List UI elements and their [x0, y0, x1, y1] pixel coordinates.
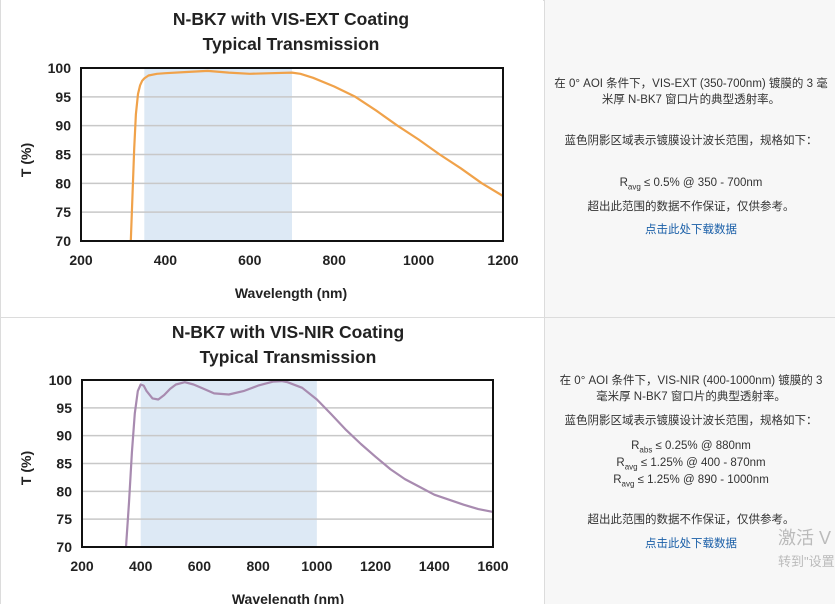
y-tick-label: 80 [55, 175, 71, 191]
table-row: N-BK7 with VIS-NIR Coating Typical Trans… [0, 318, 835, 607]
download-data-link[interactable]: 点击此处下载数据 [645, 538, 737, 550]
x-tick-label: 1200 [360, 558, 391, 574]
x-tick-label: 600 [188, 558, 212, 574]
download-data-link[interactable]: 点击此处下载数据 [645, 224, 737, 236]
y-tick-label: 70 [55, 233, 71, 249]
chart-title-line1: N-BK7 with VIS-EXT Coating [173, 9, 409, 29]
y-tick-label: 95 [56, 400, 72, 416]
chart-title-line1: N-BK7 with VIS-NIR Coating [172, 322, 404, 342]
x-axis-label: Wavelength (nm) [232, 591, 344, 604]
y-tick-label: 100 [48, 60, 72, 76]
disclaimer-text: 超出此范围的数据不作保证，仅供参考。 [587, 201, 795, 213]
x-tick-label: 1400 [419, 558, 450, 574]
col-divider-left [0, 0, 1, 604]
y-axis-label: T (%) [18, 143, 34, 177]
activation-watermark-subtitle: 转到"设置 [778, 554, 835, 569]
y-tick-label: 75 [56, 511, 72, 527]
x-tick-label: 1600 [477, 558, 508, 574]
plot-frame [80, 67, 504, 242]
description-cell: 在 0° AOI 条件下，VIS-EXT (350-700nm) 镀膜的 3 毫… [545, 0, 835, 317]
y-tick-label: 90 [55, 118, 71, 134]
y-tick-label: 75 [55, 204, 71, 220]
y-tick-label: 85 [56, 456, 72, 472]
spec-line: Ravg ≤ 0.5% @ 350 - 700nm [619, 177, 763, 192]
y-tick-label: 80 [56, 483, 72, 499]
table-row: N-BK7 with VIS-EXT Coating Typical Trans… [1, 0, 835, 317]
chart-cell: N-BK7 with VIS-EXT Coating Typical Trans… [1, 0, 543, 317]
y-tick-label: 70 [56, 539, 72, 555]
col-divider-middle [544, 0, 545, 604]
description-text: 蓝色阴影区域表示镀膜设计波长范围，规格如下： [564, 415, 818, 427]
x-axis-label: Wavelength (nm) [235, 285, 347, 301]
x-tick-label: 200 [69, 252, 93, 268]
x-tick-label: 400 [154, 252, 178, 268]
x-tick-label: 1000 [403, 252, 434, 268]
y-tick-label: 90 [56, 428, 72, 444]
description-text: 蓝色阴影区域表示镀膜设计波长范围，规格如下： [564, 135, 818, 147]
y-axis-label: T (%) [18, 451, 34, 485]
spec-line: Ravg ≤ 1.25% @ 400 - 870nm [616, 457, 766, 472]
y-tick-label: 95 [55, 89, 71, 105]
chart-cell: N-BK7 with VIS-NIR Coating Typical Trans… [1, 318, 543, 607]
x-tick-label: 1000 [301, 558, 332, 574]
activation-watermark-title: 激活 V [778, 528, 832, 548]
row-divider-middle [0, 317, 835, 318]
description-text: 在 0° AOI 条件下，VIS-NIR (400-1000nm) 镀膜的 3 … [559, 375, 823, 403]
transmission-curve [129, 69, 504, 242]
chart-title-line2: Typical Transmission [200, 347, 377, 367]
spec-line: Ravg ≤ 1.25% @ 890 - 1000nm [613, 474, 769, 489]
x-tick-label: 400 [129, 558, 153, 574]
plot-frame [81, 379, 494, 548]
x-tick-label: 800 [323, 252, 347, 268]
x-tick-label: 800 [246, 558, 270, 574]
x-tick-label: 1200 [487, 252, 518, 268]
description-cell: 在 0° AOI 条件下，VIS-NIR (400-1000nm) 镀膜的 3 … [545, 318, 835, 604]
x-tick-label: 600 [238, 252, 262, 268]
chart-title-line2: Typical Transmission [203, 34, 380, 54]
disclaimer-text: 超出此范围的数据不作保证，仅供参考。 [587, 514, 795, 526]
transmission-curve [124, 380, 494, 548]
y-tick-label: 100 [49, 372, 73, 388]
description-text: 在 0° AOI 条件下，VIS-EXT (350-700nm) 镀膜的 3 毫… [554, 78, 828, 106]
y-tick-label: 85 [55, 147, 71, 163]
transmission-chart-vis-ext: N-BK7 with VIS-EXT Coating Typical Trans… [18, 9, 519, 301]
transmission-chart-vis-nir: N-BK7 with VIS-NIR Coating Typical Trans… [18, 322, 509, 607]
x-tick-label: 200 [70, 558, 94, 574]
spec-line: Rabs ≤ 0.25% @ 880nm [631, 440, 751, 455]
